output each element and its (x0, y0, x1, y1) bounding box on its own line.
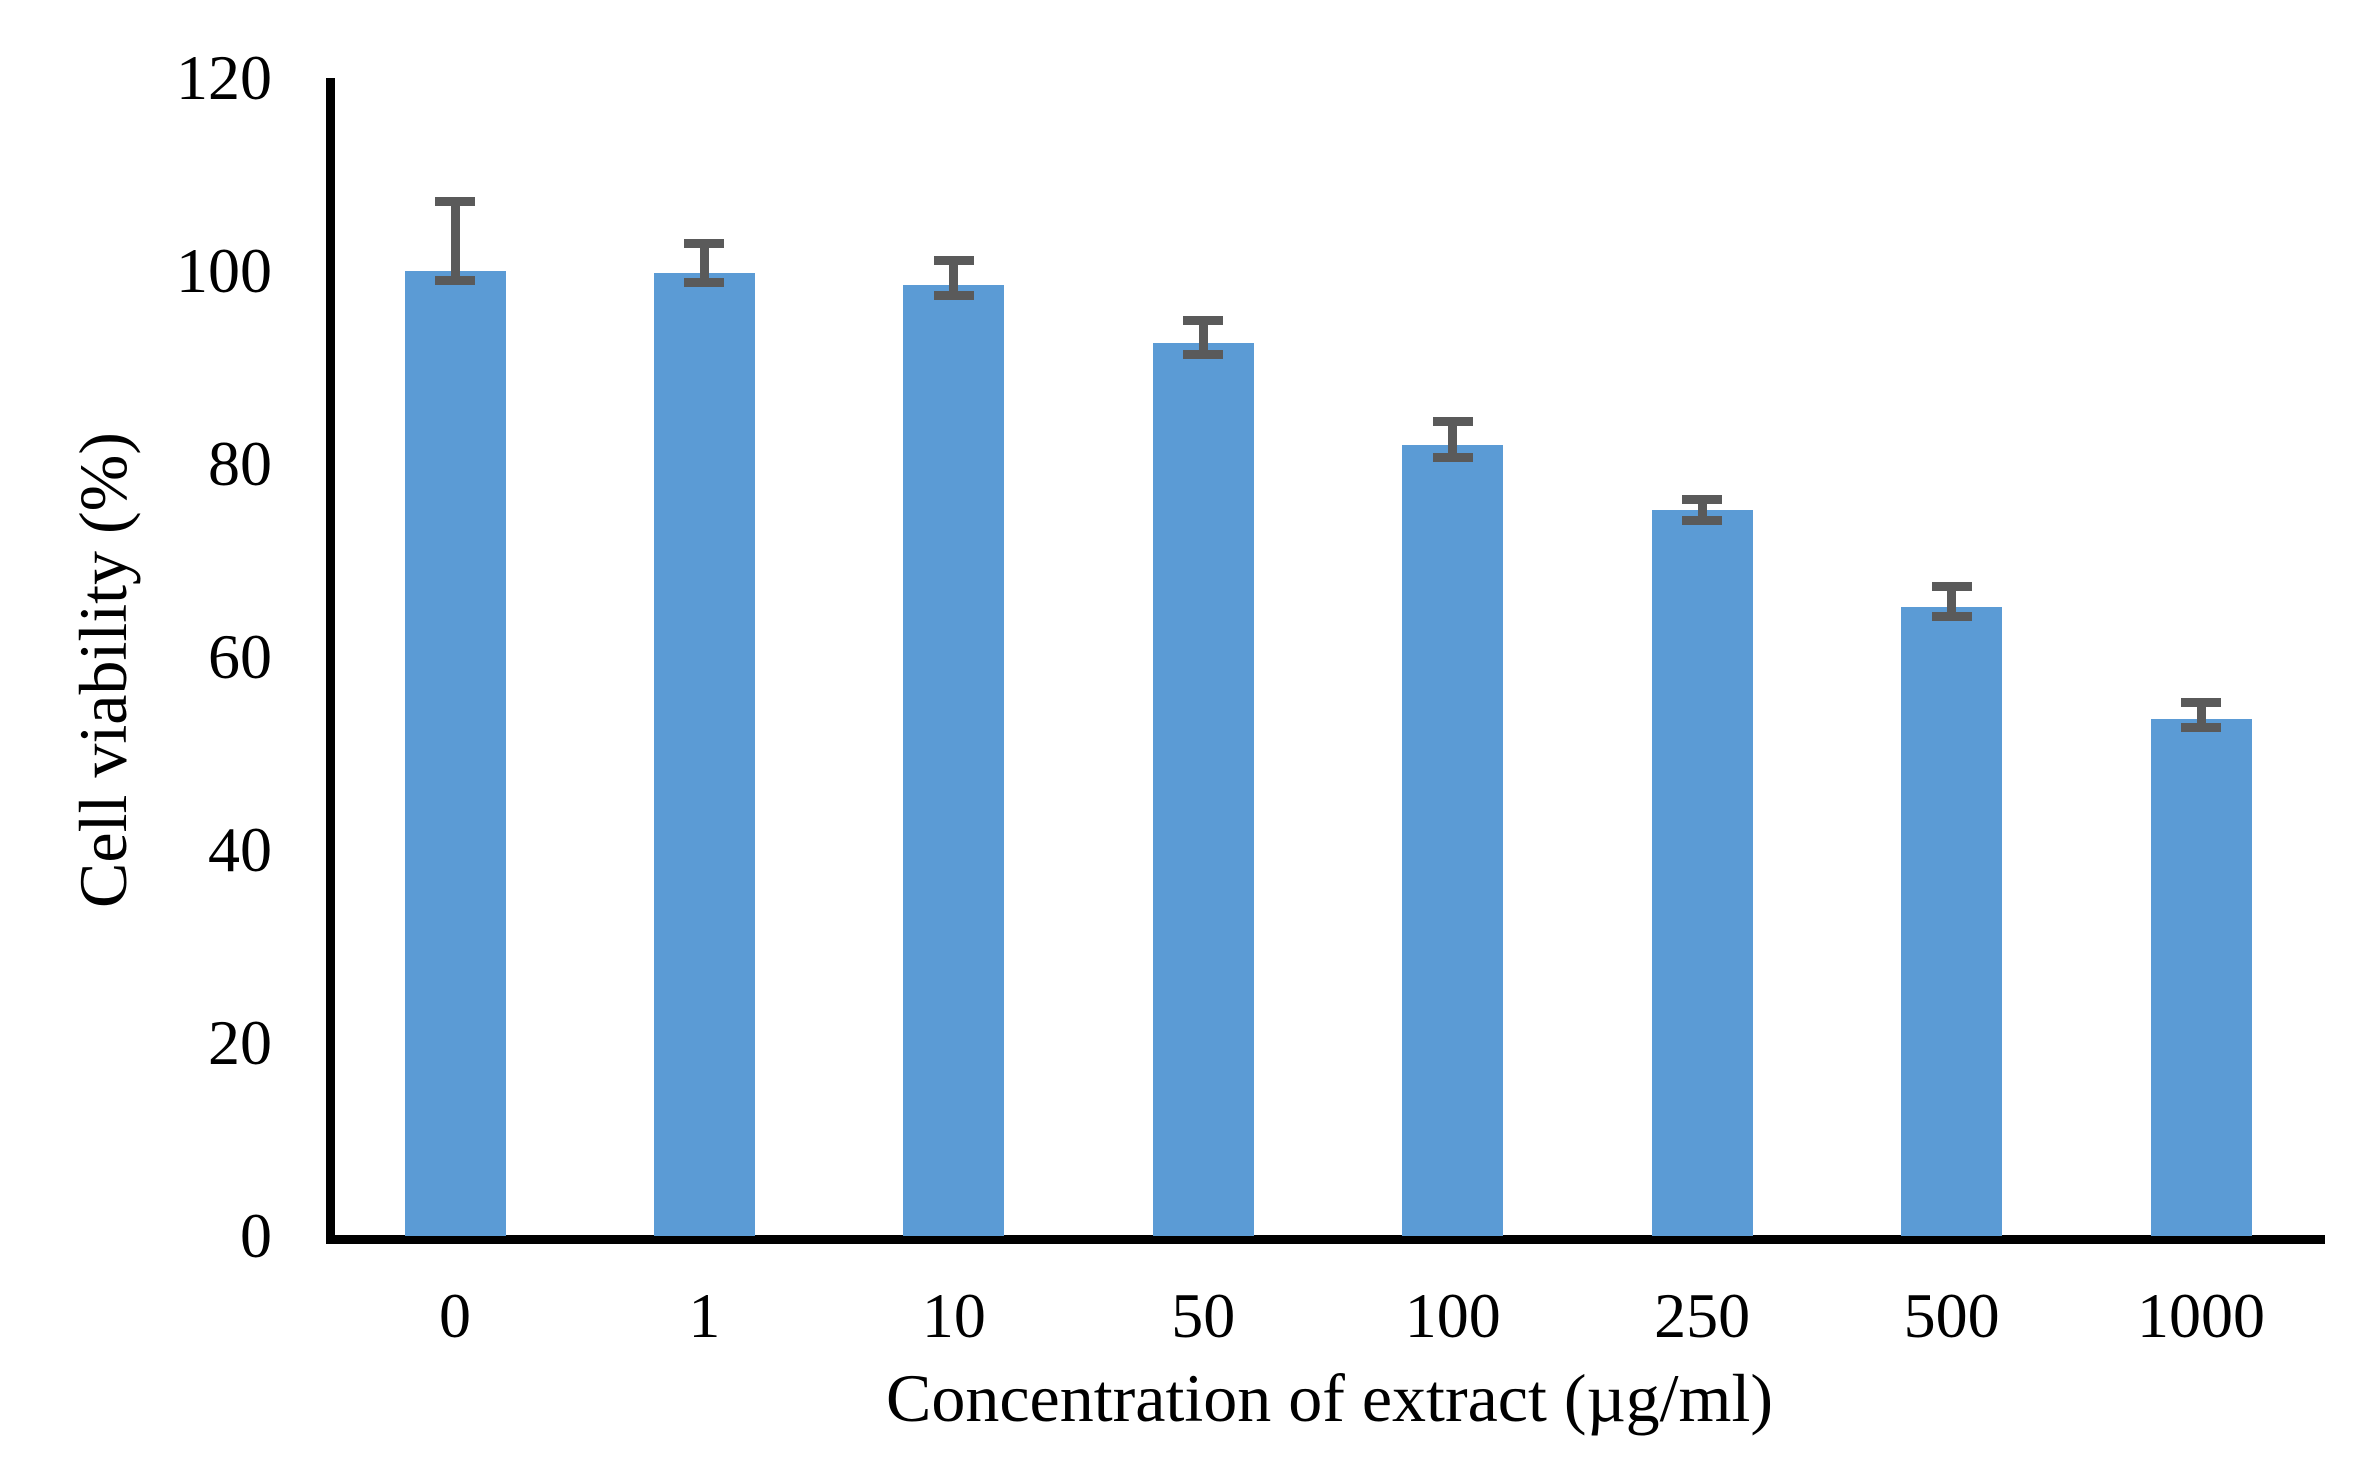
bar (1651, 510, 1753, 1236)
x-tick-label: 1 (688, 1280, 721, 1351)
error-bar-cap (684, 278, 725, 288)
bar (653, 272, 755, 1236)
x-tick-label: 100 (1404, 1280, 1501, 1351)
error-bar-cap (933, 255, 974, 265)
error-bar-cap (435, 276, 475, 286)
bar (1901, 606, 2003, 1236)
bar (903, 284, 1005, 1236)
error-bar-cap (1183, 350, 1224, 360)
error-bar-cap (1183, 315, 1224, 325)
x-axis-line (326, 1235, 2325, 1244)
error-bar-cap (1931, 611, 1972, 621)
error-bar-cap (1432, 452, 1473, 462)
y-tick-label: 40 (208, 814, 272, 885)
error-bar-line (2196, 702, 2206, 728)
error-bar-line (450, 201, 460, 281)
error-bar-line (1947, 586, 1957, 617)
x-tick-label: 0 (439, 1280, 471, 1351)
x-tick-label: 500 (1903, 1280, 2000, 1351)
error-bar-line (1198, 320, 1208, 355)
bar (1152, 343, 1254, 1236)
error-bar-line (1697, 499, 1707, 521)
y-tick-label: 100 (176, 235, 272, 306)
error-bar-line (1448, 421, 1458, 458)
y-tick-label: 60 (208, 621, 272, 692)
bar (1402, 444, 1504, 1236)
x-tick-label: 1000 (2137, 1280, 2265, 1351)
x-tick-label: 250 (1654, 1280, 1751, 1351)
error-bar-cap (1931, 582, 1972, 592)
error-bar-cap (1682, 495, 1723, 505)
x-axis-title: Concentration of extract (µg/ml) (886, 1360, 1773, 1436)
y-axis-line (326, 78, 335, 1244)
error-bar-line (699, 243, 709, 283)
error-bar-cap (2181, 722, 2221, 732)
error-bar-line (949, 260, 959, 296)
error-bar-cap (933, 290, 974, 300)
error-bar-cap (1682, 516, 1723, 526)
x-tick-label: 50 (1171, 1280, 1236, 1351)
error-bar-cap (1432, 417, 1473, 427)
y-tick-label: 120 (176, 42, 272, 113)
bar (2150, 718, 2252, 1236)
x-tick-label: 10 (921, 1280, 986, 1351)
error-bar-cap (2181, 697, 2221, 707)
y-tick-label: 80 (208, 428, 272, 499)
bar (404, 271, 506, 1236)
error-bar-cap (435, 197, 475, 207)
y-tick-label: 20 (208, 1007, 272, 1078)
y-tick-label: 0 (240, 1200, 272, 1271)
error-bar-cap (684, 238, 725, 248)
